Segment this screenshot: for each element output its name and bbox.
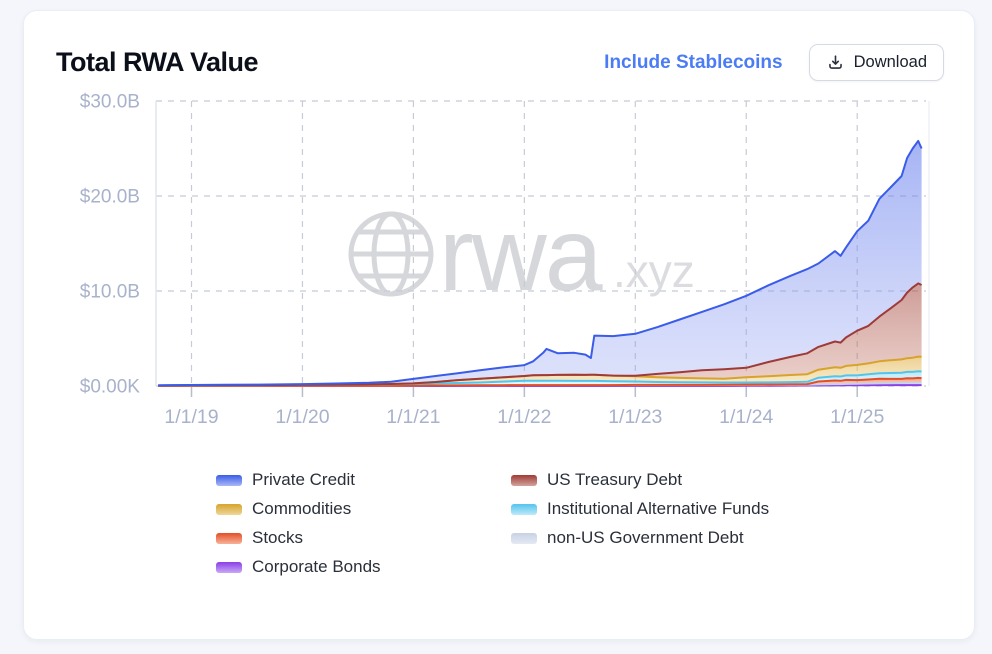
- legend-label: Commodities: [252, 499, 352, 518]
- y-tick-label: $30.0B: [80, 92, 140, 113]
- rwa-watermark: rwa .xyz: [348, 197, 695, 313]
- legend-item-private-credit[interactable]: Private Credit: [216, 469, 511, 491]
- y-tick-label: $20.0B: [80, 187, 140, 208]
- download-icon: [826, 53, 845, 72]
- series-line-private-credit: [158, 139, 923, 387]
- x-tick-label: 1/1/23: [608, 406, 662, 428]
- legend-swatch-commodities: [216, 503, 242, 515]
- x-tick-label: 1/1/20: [275, 406, 329, 428]
- series-area-institutional-alternative-funds: [158, 371, 922, 386]
- x-tick-label: 1/1/22: [497, 406, 551, 428]
- y-tick-label: $0.00K: [80, 377, 141, 398]
- legend-label: non-US Government Debt: [547, 528, 744, 547]
- legend-item-corporate-bonds[interactable]: Corporate Bonds: [216, 556, 511, 578]
- legend-item-non-us-government-debt[interactable]: non-US Government Debt: [511, 527, 769, 549]
- legend-item-commodities[interactable]: Commodities: [216, 498, 511, 520]
- legend-swatch-private-credit: [216, 474, 242, 486]
- legend-item-stocks[interactable]: Stocks: [216, 527, 511, 549]
- chart-header: Total RWA Value Include Stablecoins Down…: [56, 44, 944, 81]
- legend-label: Private Credit: [252, 470, 355, 489]
- legend-label: US Treasury Debt: [547, 470, 683, 489]
- chart-card: Total RWA Value Include Stablecoins Down…: [23, 10, 975, 640]
- svg-text:rwa: rwa: [439, 197, 603, 313]
- series-area-private-credit: [158, 140, 922, 386]
- legend-label: Institutional Alternative Funds: [547, 499, 770, 518]
- x-tick-label: 1/1/21: [386, 406, 440, 428]
- download-button-label: Download: [853, 53, 927, 71]
- page-title: Total RWA Value: [56, 47, 259, 77]
- legend-swatch-non-us-government-debt: [511, 532, 537, 544]
- series-area-commodities: [158, 356, 922, 386]
- chart-legend: Private Credit US Treasury Debt Commoditie…: [216, 469, 769, 578]
- legend-swatch-institutional-alternative-funds: [511, 503, 537, 515]
- legend-label: Corporate Bonds: [252, 557, 381, 576]
- legend-swatch-stocks: [216, 532, 242, 544]
- rwa-stacked-area-chart[interactable]: rwa .xyz $0.00K $10.0B $20.0B $30.0B 1/1/19 1/1…: [41, 91, 961, 446]
- x-tick-label: 1/1/19: [164, 406, 218, 428]
- legend-item-institutional-alternative-funds[interactable]: Institutional Alternative Funds: [511, 498, 769, 520]
- legend-item-us-treasury-debt[interactable]: US Treasury Debt: [511, 469, 769, 491]
- x-tick-label: 1/1/24: [719, 406, 773, 428]
- x-tick-label: 1/1/25: [830, 406, 884, 428]
- legend-swatch-us-treasury-debt: [511, 474, 537, 486]
- header-actions: Include Stablecoins Download: [604, 44, 944, 81]
- include-stablecoins-link[interactable]: Include Stablecoins: [604, 51, 783, 73]
- series-line-stocks: [158, 376, 922, 387]
- series-line-us-treasury-debt: [158, 282, 923, 387]
- legend-swatch-corporate-bonds: [216, 561, 242, 573]
- download-button[interactable]: Download: [808, 44, 944, 81]
- svg-text:.xyz: .xyz: [613, 245, 695, 297]
- legend-label: Stocks: [252, 528, 304, 547]
- y-tick-label: $10.0B: [80, 282, 140, 303]
